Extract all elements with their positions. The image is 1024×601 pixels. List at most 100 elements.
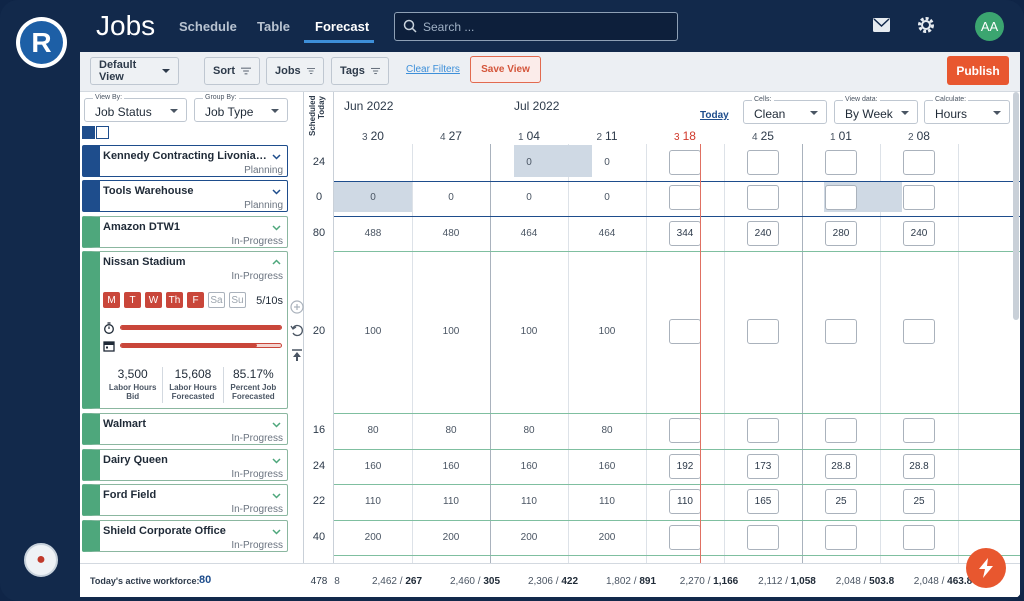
forecast-value[interactable]: 464: [520, 227, 538, 239]
forecast-input-cell[interactable]: 192: [669, 453, 701, 479]
forecast-input-cell[interactable]: [669, 524, 701, 550]
chevron-down-icon[interactable]: [272, 420, 281, 429]
calculate-select[interactable]: Calculate: Hours: [924, 96, 1010, 124]
forecast-value[interactable]: 0: [370, 192, 376, 203]
workday-toggle[interactable]: F: [187, 292, 204, 308]
forecast-value[interactable]: 160: [520, 460, 538, 472]
forecast-value[interactable]: 480: [442, 227, 460, 239]
forecast-input-cell[interactable]: [903, 150, 935, 175]
forecast-value[interactable]: 100: [364, 326, 382, 337]
forecast-input-cell[interactable]: [669, 418, 701, 443]
forecast-input-cell[interactable]: [747, 418, 779, 443]
default-view-select[interactable]: Default View: [90, 57, 179, 85]
job-card[interactable]: Nissan Stadium In-Progress M T W Th F Sa Su 5/10s…: [82, 251, 288, 409]
workday-toggle[interactable]: Sa: [208, 292, 225, 308]
forecast-input-cell[interactable]: [669, 185, 701, 210]
tags-filter-button[interactable]: Tags: [331, 57, 389, 85]
forecast-value[interactable]: 0: [448, 192, 454, 203]
mail-icon[interactable]: [873, 18, 890, 32]
job-card[interactable]: Walmart In-Progress: [82, 413, 288, 445]
tab-schedule[interactable]: Schedule: [179, 19, 237, 34]
forecast-value[interactable]: 0: [526, 157, 532, 168]
workday-toggle[interactable]: M: [103, 292, 120, 308]
quick-action-button[interactable]: [966, 548, 1006, 588]
jobs-filter-button[interactable]: Jobs: [266, 57, 324, 85]
view-data-select[interactable]: View data: By Week: [834, 96, 918, 124]
clear-filters-link[interactable]: Clear Filters: [406, 64, 460, 75]
forecast-input-cell[interactable]: [747, 150, 779, 175]
forecast-value[interactable]: 80: [445, 425, 457, 436]
forecast-value[interactable]: 80: [367, 425, 379, 436]
forecast-input-cell[interactable]: [903, 524, 935, 550]
job-card[interactable]: Dairy Queen In-Progress: [82, 449, 288, 481]
avatar[interactable]: AA: [975, 12, 1004, 41]
forecast-value[interactable]: 80: [601, 425, 613, 436]
today-link[interactable]: Today: [700, 110, 729, 121]
add-circle-icon[interactable]: [290, 300, 304, 314]
vertical-scrollbar[interactable]: [1013, 92, 1019, 320]
job-card[interactable]: Amazon DTW1 In-Progress: [82, 216, 288, 248]
push-up-icon[interactable]: [290, 348, 304, 362]
selected-range[interactable]: [334, 181, 412, 212]
forecast-value[interactable]: 0: [526, 192, 532, 203]
job-card[interactable]: Shield Corporate Office In-Progress: [82, 520, 288, 552]
selected-range[interactable]: [514, 145, 592, 177]
forecast-value[interactable]: 488: [364, 227, 382, 239]
gear-icon[interactable]: [916, 15, 936, 35]
forecast-input-cell[interactable]: 344: [669, 220, 701, 246]
forecast-value[interactable]: 0: [604, 157, 610, 168]
chevron-down-icon[interactable]: [272, 456, 281, 465]
chevron-down-icon[interactable]: [272, 527, 281, 536]
forecast-input-cell[interactable]: 165: [747, 489, 779, 514]
job-card[interactable]: Ford Field In-Progress: [82, 484, 288, 516]
chevron-up-icon[interactable]: [272, 258, 281, 267]
save-view-button[interactable]: Save View: [470, 56, 541, 83]
forecast-input-cell[interactable]: [903, 418, 935, 443]
list-expanded-icon[interactable]: [82, 126, 95, 139]
forecast-value[interactable]: 0: [604, 192, 610, 203]
forecast-value[interactable]: 200: [520, 531, 538, 543]
group-by-select[interactable]: Group By: Job Type: [194, 94, 288, 122]
cells-select[interactable]: Cells: Clean: [743, 96, 827, 124]
forecast-value[interactable]: 160: [598, 460, 616, 472]
publish-button[interactable]: Publish: [947, 56, 1009, 85]
chevron-down-icon[interactable]: [272, 223, 281, 232]
forecast-input-cell[interactable]: 173: [747, 453, 779, 479]
logo[interactable]: R: [16, 17, 67, 68]
forecast-value[interactable]: 160: [364, 460, 382, 472]
list-compact-icon[interactable]: [96, 126, 109, 139]
forecast-input-cell[interactable]: 28.8: [903, 453, 935, 479]
forecast-input-cell[interactable]: 240: [903, 220, 935, 246]
forecast-value[interactable]: 200: [442, 531, 460, 543]
forecast-input-cell[interactable]: [825, 150, 857, 175]
chevron-down-icon[interactable]: [272, 187, 281, 196]
job-card[interactable]: Kennedy Contracting Livonia S... Planning: [82, 145, 288, 177]
forecast-input-cell[interactable]: 240: [747, 220, 779, 246]
forecast-input-cell[interactable]: [747, 319, 779, 344]
forecast-value[interactable]: 160: [442, 460, 460, 472]
forecast-input-cell[interactable]: 25: [903, 489, 935, 514]
forecast-input-cell[interactable]: 25: [825, 489, 857, 514]
forecast-input-cell[interactable]: 110: [669, 489, 701, 514]
forecast-value[interactable]: 100: [520, 326, 538, 337]
workday-toggle[interactable]: W: [145, 292, 162, 308]
forecast-value[interactable]: 110: [443, 496, 459, 507]
sort-button[interactable]: Sort: [204, 57, 260, 85]
undo-icon[interactable]: [290, 323, 304, 337]
view-by-select[interactable]: View By: Job Status: [84, 94, 187, 122]
chevron-down-icon[interactable]: [272, 491, 281, 500]
forecast-input-cell[interactable]: 280: [825, 220, 857, 246]
tab-table[interactable]: Table: [257, 19, 290, 34]
forecast-input-cell[interactable]: [747, 524, 779, 550]
forecast-input-cell[interactable]: [747, 185, 779, 210]
chevron-down-icon[interactable]: [272, 152, 281, 161]
forecast-value[interactable]: 110: [521, 496, 537, 507]
forecast-input-cell[interactable]: [903, 185, 935, 210]
forecast-input-cell[interactable]: [825, 319, 857, 344]
forecast-input-cell[interactable]: [903, 319, 935, 344]
forecast-input-cell[interactable]: [825, 185, 857, 210]
forecast-value[interactable]: 200: [598, 531, 616, 543]
search-input[interactable]: [423, 17, 673, 37]
workday-toggle[interactable]: Th: [166, 292, 183, 308]
forecast-value[interactable]: 200: [364, 531, 382, 543]
